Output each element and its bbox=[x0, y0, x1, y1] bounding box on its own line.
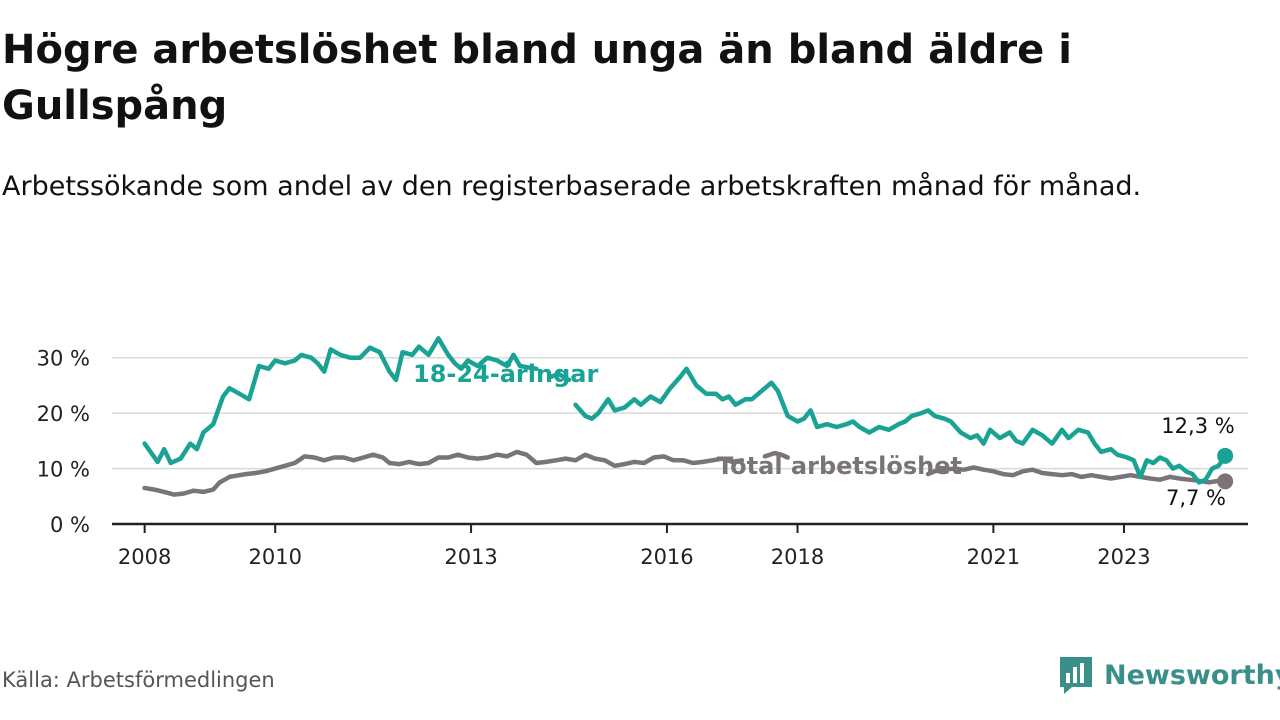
line-chart: 0 % 10 % 20 % 30 % 2008 2010 2013 2016 2018 2021 2… bbox=[37, 336, 1248, 569]
end-value-label-young: 12,3 % bbox=[1161, 414, 1234, 438]
y-tick-label: 20 % bbox=[37, 402, 90, 426]
x-tick-label: 2021 bbox=[967, 545, 1020, 569]
source-note: Källa: Arbetsförmedlingen bbox=[2, 668, 275, 692]
series-label-total: Total arbetslöshet bbox=[717, 452, 962, 480]
end-marker-young bbox=[1217, 447, 1234, 464]
end-marker-total bbox=[1217, 473, 1234, 490]
x-tick-label: 2013 bbox=[444, 545, 497, 569]
x-tick-label: 2018 bbox=[771, 545, 824, 569]
x-tick-label: 2010 bbox=[248, 545, 301, 569]
brand-logo[interactable]: Newsworthy bbox=[1058, 654, 1280, 696]
axes: 0 % 10 % 20 % 30 % 2008 2010 2013 2016 2018 2021 2… bbox=[37, 347, 1248, 569]
series-lines bbox=[142, 336, 1228, 497]
brand-name: Newsworthy bbox=[1104, 659, 1280, 691]
y-tick-label: 30 % bbox=[37, 347, 90, 371]
y-tick-label: 10 % bbox=[37, 458, 90, 482]
chart-subtitle: Arbetssökande som andel av den registerb… bbox=[2, 171, 1142, 202]
x-tick-label: 2016 bbox=[640, 545, 693, 569]
x-tick-label: 2023 bbox=[1097, 545, 1150, 569]
series-line-young bbox=[142, 336, 1228, 485]
annotations: 18-24-åringar Total arbetslöshet 12,3 % 7,7… bbox=[413, 359, 1235, 510]
x-tick-label: 2008 bbox=[118, 545, 171, 569]
y-tick-label: 0 % bbox=[50, 513, 90, 537]
chart-title: Högre arbetslöshet bland unga än bland ä… bbox=[2, 27, 1072, 129]
end-value-label-total: 7,7 % bbox=[1166, 486, 1226, 510]
series-label-young: 18-24-åringar bbox=[413, 359, 598, 388]
series-line-total bbox=[142, 449, 1228, 497]
bar-chart-icon bbox=[1060, 657, 1092, 694]
